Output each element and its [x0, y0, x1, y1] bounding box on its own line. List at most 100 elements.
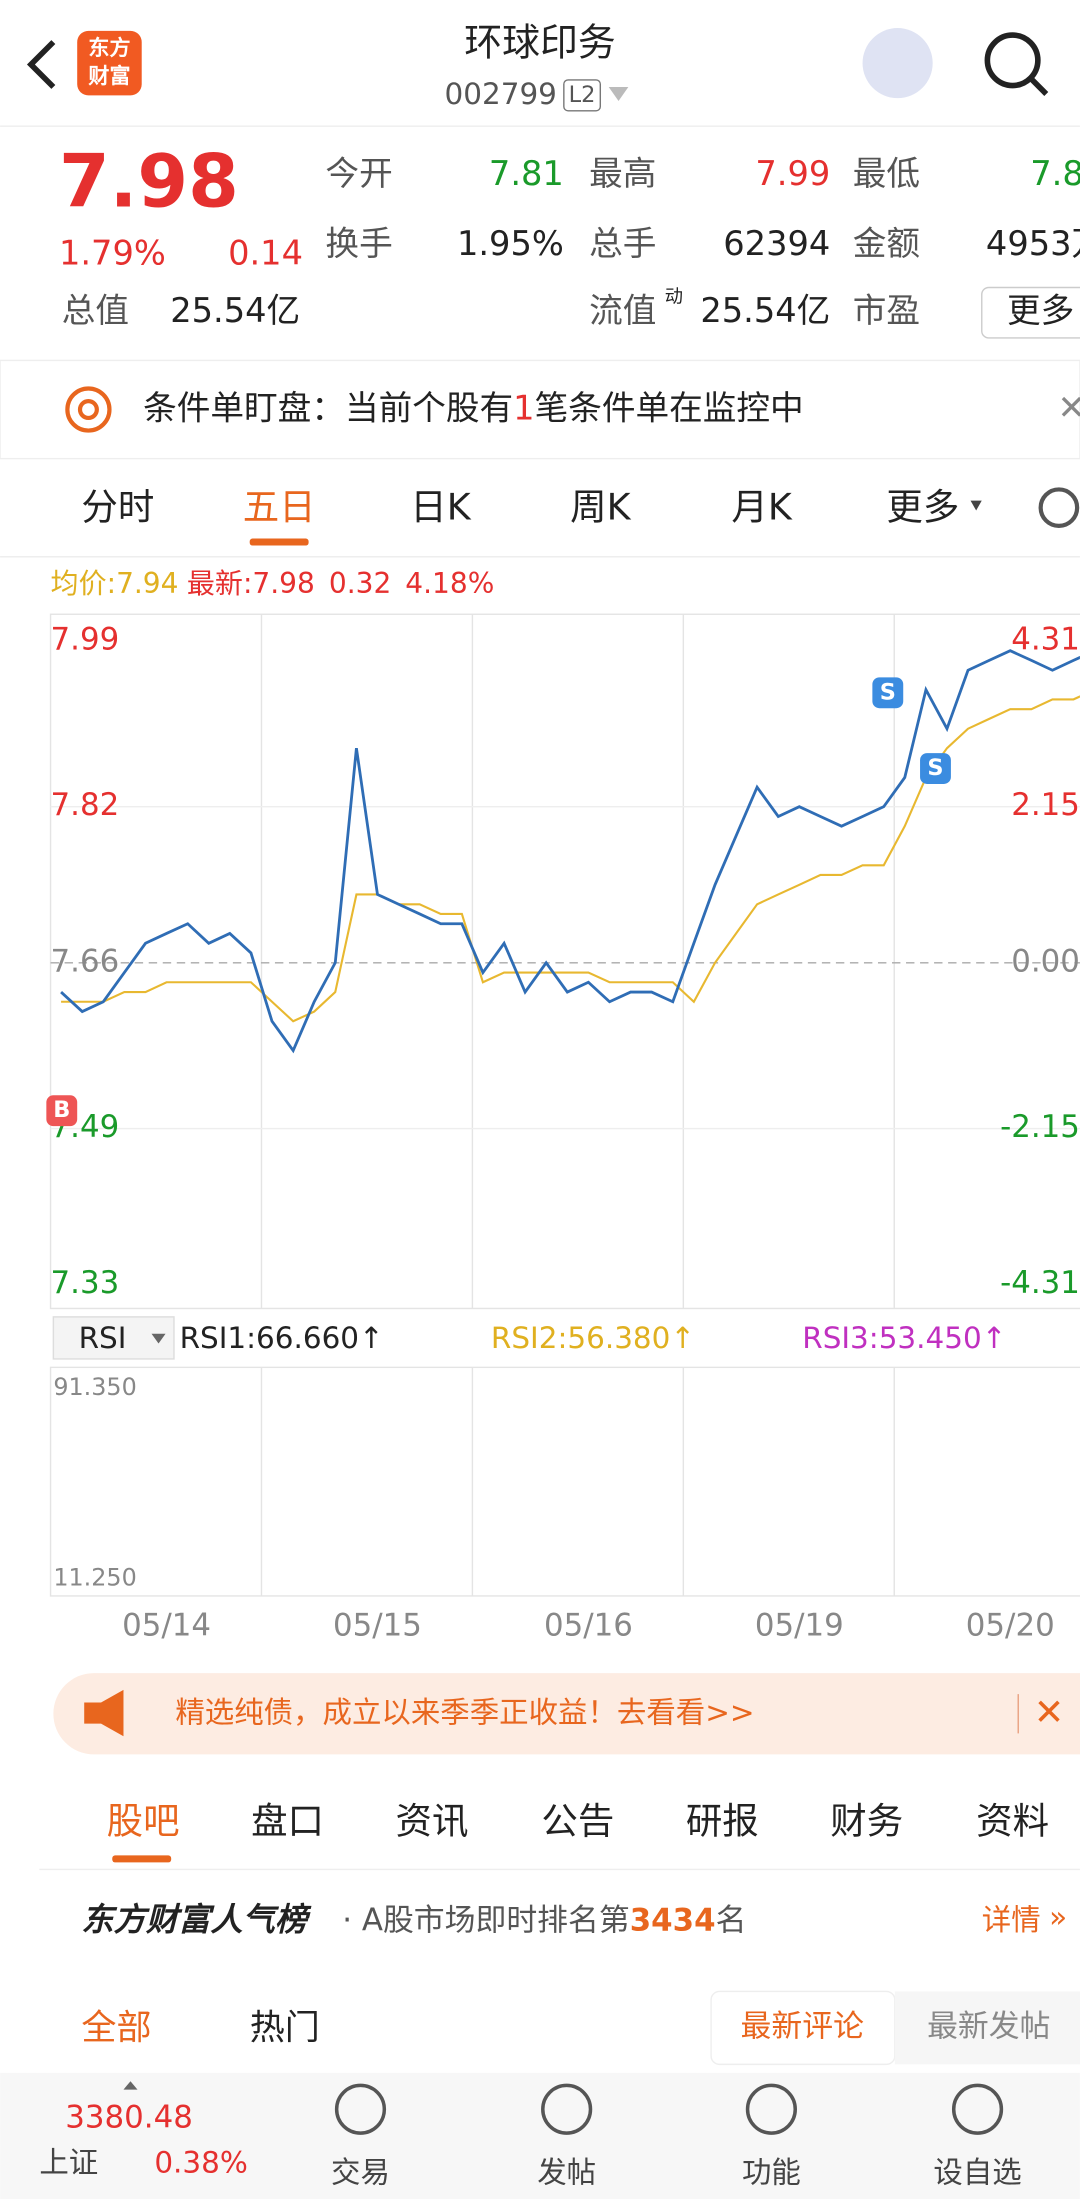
x-tick-label: 05/16: [544, 1607, 633, 1643]
rsi2: RSI2:56.380↑: [491, 1321, 695, 1355]
banner-text: 笔条件单在监控中: [535, 388, 804, 427]
more: 更多: [1007, 291, 1074, 330]
y-tick-label: 7.33: [51, 1265, 120, 1301]
badge: L2: [569, 82, 596, 108]
search: [1028, 76, 1049, 96]
nav-icon: [541, 2083, 593, 2135]
rsi3: RSI3:53.450↑: [802, 1321, 1006, 1355]
banner-icon: [77, 398, 99, 421]
rank-num: 3434: [630, 1902, 716, 1938]
nav-pct: 0.38%: [154, 2145, 248, 2179]
trade-marker: [920, 753, 951, 784]
ad-close[interactable]: ✕: [1034, 1690, 1065, 1733]
badge-box: [563, 79, 602, 112]
more-btn[interactable]: [981, 286, 1080, 339]
settings[interactable]: [1038, 487, 1080, 529]
tab[interactable]: 更多: [886, 486, 959, 529]
y2-tick-label: 4.31: [1011, 621, 1080, 657]
pct: 1.79%: [59, 234, 166, 273]
nav-item[interactable]: 功能: [742, 2155, 801, 2189]
rank-text: 名: [716, 1902, 747, 1938]
trade-marker-label: S: [927, 755, 943, 781]
nav-item[interactable]: 设自选: [933, 2155, 1021, 2189]
field-label: 总值: [62, 291, 129, 330]
rsi-select[interactable]: [52, 1316, 175, 1360]
nav-item[interactable]: 交易: [331, 2155, 390, 2189]
rank-text: · A股市场即时排名第3434名: [342, 1902, 746, 1938]
rank-arrow: »: [1049, 1900, 1067, 1934]
tab[interactable]: 研报: [686, 1800, 759, 1843]
tab[interactable]: 月K: [731, 486, 792, 529]
y-tick-label: 7.99: [51, 621, 120, 657]
tab[interactable]: 分时: [81, 486, 154, 529]
field-label: 换手: [325, 224, 392, 263]
nav-icon: [745, 2083, 797, 2135]
ad-text: 精选纯债，成立以来季季正收益！去看看>>: [175, 1695, 754, 1729]
nav-bg: [0, 2072, 1080, 2199]
search[interactable]: [984, 32, 1041, 89]
filter[interactable]: 全部: [81, 2007, 151, 2048]
y2-tick-label: -2.15: [1000, 1109, 1080, 1145]
y-tick-label: 7.82: [51, 787, 120, 823]
tab-underline: [112, 1855, 172, 1863]
tab[interactable]: 资讯: [396, 1800, 469, 1843]
banner-text: 条件单盯盘：当前个股有: [143, 388, 513, 427]
y-tick-label: 7.66: [51, 943, 120, 979]
legend-label: 均价:: [51, 567, 117, 600]
tab[interactable]: 周K: [570, 486, 631, 529]
field-value: 7.81: [1030, 154, 1080, 193]
nav-name: 上证: [39, 2145, 98, 2179]
logo: [77, 30, 142, 96]
field-label: 今开: [325, 154, 392, 193]
field-label: 最低: [853, 154, 920, 193]
x-tick-label: 05/19: [755, 1607, 844, 1643]
chart-frame: [49, 613, 1080, 1310]
trade-marker-label: B: [53, 1097, 70, 1123]
tab[interactable]: 盘口: [251, 1800, 324, 1843]
nav-icon: [951, 2083, 1004, 2135]
ad-bg[interactable]: [53, 1673, 1080, 1755]
field-label: 市盈: [853, 291, 920, 330]
avatar[interactable]: [862, 28, 933, 99]
price: 7.98: [59, 140, 239, 225]
trade-marker: [46, 1095, 78, 1127]
nav-index[interactable]: 3380.48: [65, 2100, 193, 2136]
tab[interactable]: 五日: [243, 486, 316, 529]
logo-text: 东方: [88, 35, 130, 60]
legend-change: 0.32: [329, 567, 391, 600]
code: 002799: [445, 77, 557, 111]
field-label: 流值: [589, 291, 656, 330]
back[interactable]: [26, 40, 56, 89]
y2-tick-label: -4.31: [1000, 1265, 1080, 1301]
sort[interactable]: 最新发帖: [927, 2008, 1050, 2044]
tab[interactable]: 资料: [976, 1800, 1049, 1843]
field-label: 最高: [589, 154, 656, 193]
dropdown[interactable]: [608, 86, 629, 101]
filter[interactable]: 热门: [250, 2007, 320, 2048]
rank-text: · A股市场即时排名第: [342, 1902, 629, 1938]
banner-text[interactable]: 条件单盯盘：当前个股有1笔条件单在监控中: [143, 388, 804, 427]
title: 环球印务: [464, 20, 615, 64]
banner-bg: [0, 359, 1080, 460]
rsi-frame: [49, 1366, 1080, 1597]
tab-dropdown: [970, 500, 982, 511]
tab[interactable]: 公告: [541, 1800, 614, 1843]
tab[interactable]: 日K: [410, 486, 471, 529]
field-value: 7.81: [489, 154, 564, 193]
close[interactable]: ✕: [1057, 388, 1080, 427]
trade-marker: [872, 677, 904, 709]
legend-label: 最新:: [187, 567, 253, 600]
legend: 均价:7.94 最新:7.98 0.32 4.18%: [51, 567, 495, 600]
sort[interactable]: 最新评论: [741, 2008, 865, 2044]
tab[interactable]: 财务: [830, 1800, 903, 1843]
nav-item[interactable]: 发帖: [537, 2155, 596, 2189]
ad-icon: [84, 1689, 124, 1737]
field-label: 金额: [853, 224, 920, 263]
rank-detail[interactable]: 详情: [982, 1903, 1041, 1937]
field-value: 1.95%: [457, 224, 564, 263]
legend-avg: 7.94: [116, 567, 178, 600]
field-value: 4953万: [986, 224, 1080, 263]
tab[interactable]: 股吧: [107, 1800, 180, 1843]
field-value: 7.99: [755, 154, 830, 193]
